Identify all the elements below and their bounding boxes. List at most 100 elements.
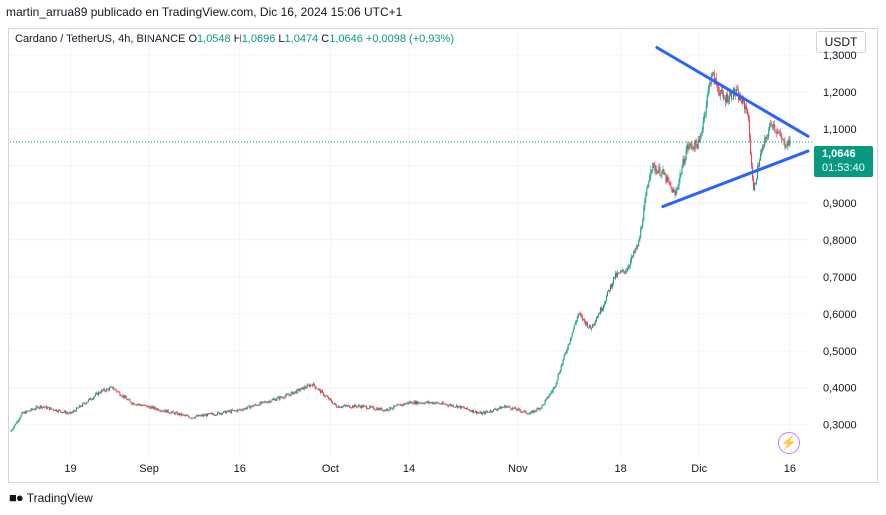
candle-body: [400, 404, 402, 406]
candle-body: [327, 396, 329, 400]
candle-body: [745, 106, 747, 109]
candle-body: [154, 406, 156, 409]
candle-body: [569, 339, 571, 344]
candle-body: [383, 409, 385, 412]
candle-body: [778, 132, 780, 134]
candle-body: [39, 405, 41, 408]
close-value: 1,0646: [329, 33, 363, 45]
candle-body: [450, 404, 452, 407]
candle-body: [789, 137, 791, 146]
candle-body: [214, 414, 216, 416]
candle-body: [165, 409, 167, 413]
candle-body: [483, 411, 485, 413]
candle-body: [87, 401, 89, 403]
candles: [10, 69, 791, 433]
candle-body: [203, 414, 205, 416]
candle-body: [747, 109, 749, 115]
candle-body: [95, 393, 97, 396]
candle-body: [184, 415, 186, 416]
candle-body: [387, 408, 389, 411]
candle-body: [481, 412, 483, 415]
candle-body: [275, 399, 277, 401]
candle-body: [602, 305, 604, 309]
candle-body: [22, 412, 24, 414]
candle-body: [380, 408, 382, 410]
candle-body: [313, 383, 315, 387]
candle-body: [63, 410, 65, 413]
candle-body: [47, 407, 49, 408]
candle-body: [780, 132, 782, 137]
candle-body: [441, 402, 443, 405]
candle-body: [401, 404, 403, 406]
candle-body: [591, 324, 593, 329]
candle-body: [512, 407, 514, 410]
candle-body: [91, 399, 93, 401]
candle-body: [354, 404, 356, 408]
candle-body: [300, 387, 302, 390]
candle-body: [627, 268, 629, 272]
candle-body: [283, 397, 285, 399]
candle-body: [479, 412, 481, 414]
candle-body: [309, 384, 311, 387]
x-tick-label: Oct: [322, 463, 339, 475]
candle-body: [292, 391, 294, 395]
candle-body: [613, 277, 615, 284]
candle-body: [491, 410, 493, 412]
candle-body: [687, 144, 689, 149]
candle-body: [351, 407, 353, 409]
candle-body: [614, 277, 616, 279]
candle-body: [124, 395, 126, 398]
candle-body: [84, 402, 86, 404]
candle-body: [684, 159, 686, 164]
candle-body: [161, 410, 163, 412]
candle-body: [50, 407, 52, 409]
candle-body: [772, 124, 774, 128]
candle-body: [138, 403, 140, 405]
candle-body: [57, 409, 59, 412]
candle-body: [152, 406, 154, 409]
candle-body: [132, 402, 134, 405]
candle-body: [711, 72, 713, 76]
candle-body: [691, 145, 693, 148]
candle-body: [443, 403, 445, 405]
candle-body: [235, 410, 237, 412]
brand-label: TradingView: [26, 490, 93, 505]
candle-body: [524, 410, 526, 412]
candle-body: [131, 403, 133, 405]
y-tick-label: 0,3000: [823, 420, 857, 432]
candle-body: [577, 313, 579, 317]
candle-body: [23, 411, 25, 414]
candle-body: [462, 407, 464, 409]
candle-body: [787, 140, 789, 147]
candle-body: [239, 409, 241, 411]
candle-body: [423, 403, 425, 405]
x-tick-label: 16: [784, 463, 796, 475]
candle-body: [98, 392, 100, 396]
candle-body: [80, 405, 82, 407]
candle-body: [609, 290, 611, 292]
candle-body: [367, 408, 369, 410]
candle-body: [51, 408, 53, 410]
candle-body: [404, 403, 406, 405]
candle-body: [175, 412, 177, 414]
candle-body: [171, 411, 173, 413]
candle-body: [408, 401, 410, 404]
currency-button[interactable]: USDT: [816, 31, 866, 53]
x-tick-label: 19: [64, 463, 76, 475]
lightning-icon[interactable]: ⚡: [778, 432, 800, 454]
candle-body: [342, 406, 343, 408]
candle-body: [497, 409, 499, 411]
candle-body: [334, 403, 336, 406]
candle-body: [388, 409, 390, 411]
candle-body: [316, 388, 318, 390]
candle-body: [183, 414, 185, 416]
candle-body: [690, 143, 692, 146]
candle-body: [27, 410, 29, 412]
low-label: L: [278, 33, 285, 45]
candle-body: [62, 412, 64, 413]
candle-body: [323, 395, 325, 397]
tradingview-logo[interactable]: ■● TradingView: [9, 490, 93, 505]
candle-body: [631, 256, 633, 261]
candle-body: [647, 185, 649, 189]
